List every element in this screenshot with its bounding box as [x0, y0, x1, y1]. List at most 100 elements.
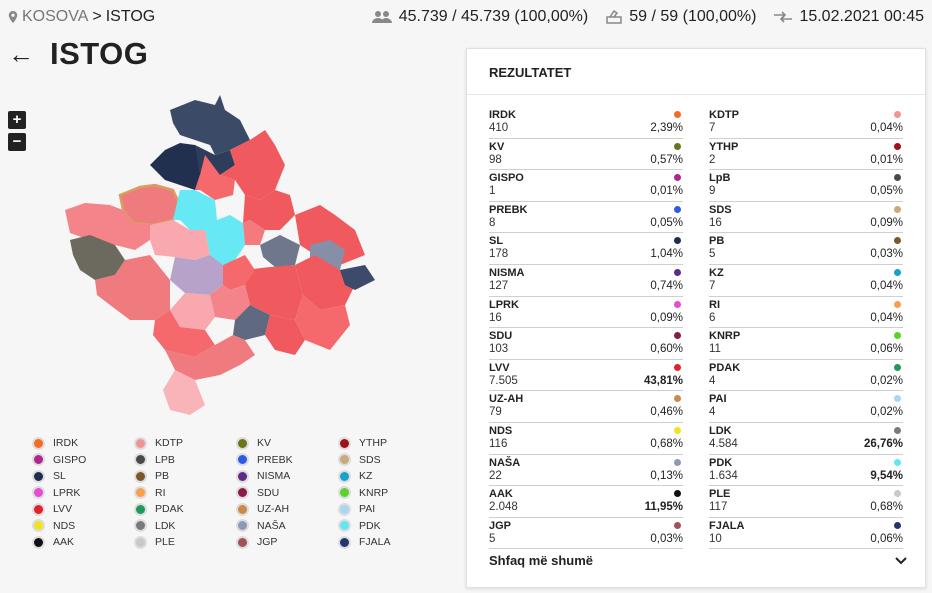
map-region-zubin-potok[interactable]	[150, 143, 205, 190]
legend-color-dot	[236, 502, 249, 516]
result-row[interactable]: KZ 7 0,04%	[709, 265, 903, 297]
map-region-shtime[interactable]	[210, 285, 250, 320]
legend-color-dot	[338, 502, 351, 516]
updated-stat: 15.02.2021 00:45	[774, 8, 924, 26]
stations-stat: 59 / 59 (100,00%)	[606, 8, 756, 26]
result-row[interactable]: RI 6 0,04%	[709, 297, 903, 329]
map-region-gjilan[interactable]	[295, 255, 355, 310]
legend-item[interactable]: YTHP	[338, 436, 428, 451]
legend-item[interactable]: PAI	[338, 502, 428, 517]
party-color-dot	[674, 332, 681, 340]
map-region-mitrovica[interactable]	[173, 190, 217, 230]
legend-item[interactable]: GISPO	[32, 453, 134, 468]
map-region-klina[interactable]	[150, 220, 210, 260]
result-row[interactable]: AAK 2.048 11,95%	[489, 486, 683, 518]
party-name: NISMA	[489, 266, 525, 279]
voters-count: 45.739 / 45.739 (100,00%)	[398, 8, 589, 25]
legend-item[interactable]: IRDK	[32, 436, 134, 451]
legend-item[interactable]: NAŠA	[236, 519, 338, 534]
legend-item[interactable]: PB	[134, 469, 236, 484]
legend-item[interactable]: JGP	[236, 535, 338, 550]
map-region-ranillug[interactable]	[340, 265, 375, 290]
result-row[interactable]: PB 5 0,03%	[709, 233, 903, 265]
result-row[interactable]: LPRK 16 0,09%	[489, 297, 683, 329]
legend-item[interactable]: UZ-AH	[236, 502, 338, 517]
result-row[interactable]: LDK 4.584 26,76%	[709, 423, 903, 455]
legend-item[interactable]: LVV	[32, 502, 134, 517]
back-arrow-icon[interactable]: ←	[8, 39, 34, 69]
legend-item[interactable]: LPRK	[32, 486, 134, 501]
stations-count: 59 / 59 (100,00%)	[629, 8, 757, 25]
map-region-rahovec[interactable]	[153, 310, 215, 357]
map-region-drenas[interactable]	[170, 255, 223, 295]
result-row[interactable]: PDK 1.634 9,54%	[709, 455, 903, 487]
map-region-graçanica[interactable]	[260, 235, 300, 267]
map-region-leposavic[interactable]	[170, 95, 250, 155]
legend-item[interactable]: NISMA	[236, 469, 338, 484]
show-more-button[interactable]: Shfaq më shumë	[489, 553, 907, 568]
map-region-obiliq[interactable]	[243, 220, 265, 245]
result-row[interactable]: PLE 117 0,68%	[709, 486, 903, 518]
map-region-prishtina[interactable]	[243, 190, 295, 230]
kosovo-map[interactable]	[55, 95, 400, 415]
party-color-dot	[894, 458, 901, 466]
legend-item[interactable]: PLE	[134, 535, 236, 550]
result-row[interactable]: KDTP 7 0,04%	[709, 107, 903, 139]
map-region-prizren[interactable]	[165, 335, 255, 380]
legend-item[interactable]: KDTP	[134, 436, 236, 451]
legend-color-dot	[236, 469, 249, 483]
legend-item[interactable]: LPB	[134, 453, 236, 468]
legend-item[interactable]: AAK	[32, 535, 134, 550]
map-region-kaçanik[interactable]	[265, 315, 305, 355]
result-row[interactable]: GISPO 1 0,01%	[489, 170, 683, 202]
result-row[interactable]: YTHP 2 0,01%	[709, 139, 903, 171]
result-row[interactable]: KV 98 0,57%	[489, 139, 683, 171]
breadcrumb-root-link[interactable]: KOSOVA	[22, 8, 89, 25]
map-region-malisheva[interactable]	[170, 293, 215, 330]
result-row[interactable]: SDS 16 0,09%	[709, 202, 903, 234]
result-row[interactable]: NISMA 127 0,74%	[489, 265, 683, 297]
legend-item[interactable]: LDK	[134, 519, 236, 534]
map-region-ferizaj[interactable]	[245, 265, 303, 320]
legend-item[interactable]: RI	[134, 486, 236, 501]
map-region-viti[interactable]	[295, 295, 350, 350]
result-row[interactable]: SDU 103 0,60%	[489, 328, 683, 360]
legend-item[interactable]: NDS	[32, 519, 134, 534]
breadcrumb-current: ISTOG	[105, 8, 156, 25]
result-row[interactable]: KNRP 11 0,06%	[709, 328, 903, 360]
result-row[interactable]: IRDK 410 2,39%	[489, 107, 683, 139]
map-region-dragash[interactable]	[163, 370, 205, 415]
legend-item[interactable]: KV	[236, 436, 338, 451]
legend-item[interactable]: SDU	[236, 486, 338, 501]
legend-item[interactable]: FJALA	[338, 535, 428, 550]
map-region-podujeva[interactable]	[220, 130, 285, 200]
map-region-suhareka[interactable]	[233, 305, 270, 340]
result-row[interactable]: NAŠA 22 0,13%	[489, 455, 683, 487]
map-region-vushtrri[interactable]	[195, 155, 235, 200]
party-color-dot	[674, 142, 681, 150]
map-region-skenderaj[interactable]	[205, 215, 245, 265]
legend-item[interactable]: KNRP	[338, 486, 428, 501]
result-row[interactable]: LVV 7.505 43,81%	[489, 360, 683, 392]
legend-item[interactable]: PDAK	[134, 502, 236, 517]
zoom-out-button[interactable]: −	[8, 133, 26, 151]
map-region-deçan[interactable]	[70, 235, 125, 280]
result-row[interactable]: SL 178 1,04%	[489, 233, 683, 265]
map-region-lipjan[interactable]	[223, 255, 255, 290]
result-row[interactable]: LpB 9 0,05%	[709, 170, 903, 202]
result-row[interactable]: UZ-AH 79 0,46%	[489, 391, 683, 423]
map-region-gjakova[interactable]	[95, 255, 170, 320]
legend-item[interactable]: SL	[32, 469, 134, 484]
legend-item[interactable]: SDS	[338, 453, 428, 468]
result-row[interactable]: JGP 5 0,03%	[489, 518, 683, 550]
result-row[interactable]: PREBK 8 0,05%	[489, 202, 683, 234]
legend-label: KZ	[359, 470, 373, 483]
legend-item[interactable]: KZ	[338, 469, 428, 484]
result-row[interactable]: PAI 4 0,02%	[709, 391, 903, 423]
legend-item[interactable]: PDK	[338, 519, 428, 534]
legend-item[interactable]: PREBK	[236, 453, 338, 468]
zoom-in-button[interactable]: +	[8, 111, 26, 129]
result-row[interactable]: NDS 116 0,68%	[489, 423, 683, 455]
result-row[interactable]: FJALA 10 0,06%	[709, 518, 903, 550]
result-row[interactable]: PDAK 4 0,02%	[709, 360, 903, 392]
